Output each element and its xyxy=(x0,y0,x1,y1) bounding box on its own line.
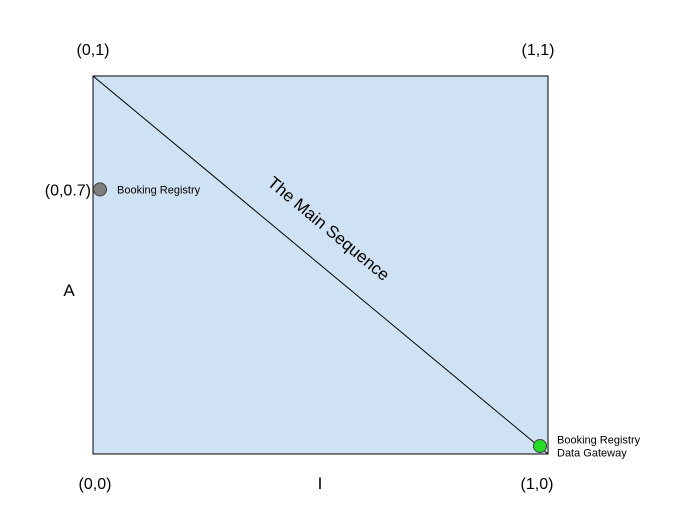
data-point-1-label: Booking Registry xyxy=(117,184,201,196)
data-point-1-value-label: (0,0.7) xyxy=(45,182,91,199)
x-axis-label: I xyxy=(318,474,323,493)
data-point-2-label: Booking Registry Data Gateway xyxy=(557,435,641,460)
data-point-2 xyxy=(533,439,547,453)
corner-label-bottom-right: (1,0) xyxy=(521,476,554,493)
corner-label-bottom-left: (0,0) xyxy=(79,476,112,493)
corner-label-top-left: (0,1) xyxy=(77,42,110,59)
data-point-1 xyxy=(93,182,107,197)
y-axis-label: A xyxy=(63,281,75,300)
data-points: (0,0.7) Booking Registry Booking Registry D… xyxy=(45,182,641,460)
main-sequence-line xyxy=(92,75,549,455)
corner-label-top-right: (1,1) xyxy=(522,42,555,59)
